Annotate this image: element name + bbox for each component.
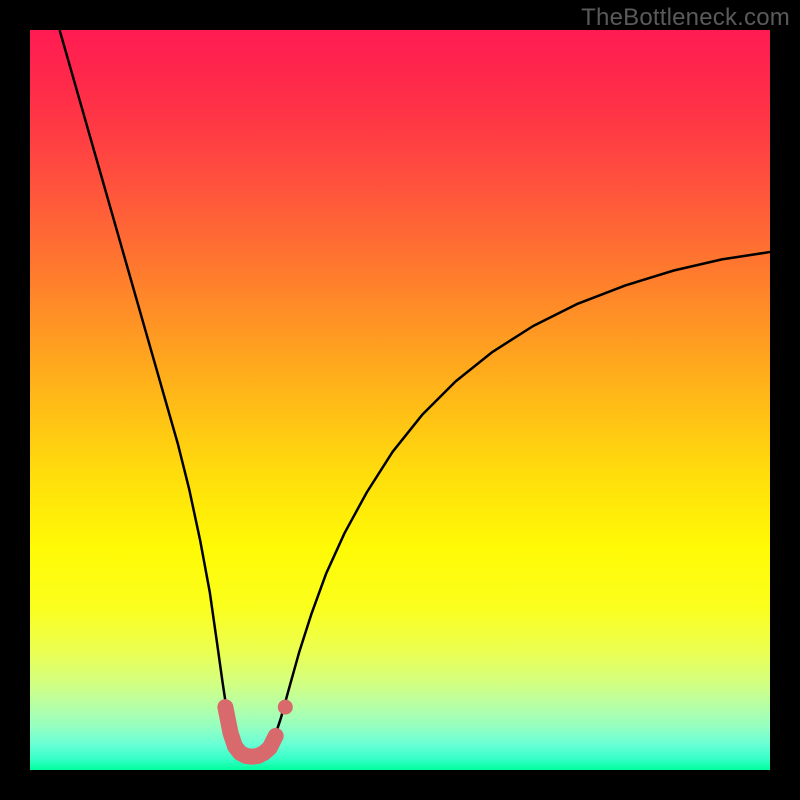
chart-area [30,30,770,770]
watermark-text: TheBottleneck.com [581,4,790,32]
bottleneck-curve-chart [30,30,770,770]
highlight-marker [278,700,293,715]
gradient-background [30,30,770,770]
